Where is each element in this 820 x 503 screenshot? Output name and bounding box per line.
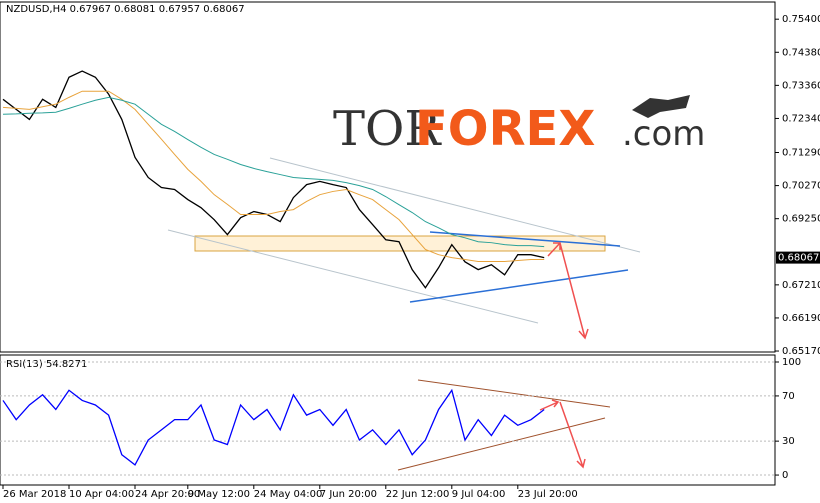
trendline: [429, 231, 621, 247]
y-tick-label: 0.69250: [782, 214, 820, 225]
y-tick-label: 0.65170: [782, 346, 820, 357]
series-line: [2, 388, 545, 466]
x-tick-label: 23 Jul 20:00: [518, 489, 578, 500]
logo-icon: [632, 95, 690, 118]
y-tick-label: 0.70270: [782, 181, 820, 192]
trendline: [417, 379, 611, 408]
rsi-panel: [0, 354, 776, 486]
series-line: [2, 70, 545, 289]
rsi-title: RSI(13) 54.8271: [6, 359, 87, 370]
x-tick-label: 26 Mar 2018: [3, 489, 66, 500]
y-tick-label: 0.72340: [782, 113, 820, 124]
logo-text: TOR: [333, 101, 442, 157]
trendline: [409, 269, 629, 303]
logo-text: .com: [622, 114, 705, 154]
trendline: [397, 417, 606, 471]
logo-text: FOREX: [415, 101, 595, 157]
arrow: [547, 242, 589, 340]
y-tick-label: 0.66190: [782, 313, 820, 324]
trendline: [269, 157, 641, 253]
y-tick-label: 30: [782, 436, 795, 447]
y-tick-label: 0.74380: [782, 47, 820, 58]
y-tick-label: 0.75400: [782, 14, 820, 25]
x-tick-label: 9 May 12:00: [188, 489, 250, 500]
y-tick-label: 100: [782, 357, 801, 368]
x-tick-label: 10 Apr 04:00: [69, 489, 134, 500]
y-tick-label: 70: [782, 391, 795, 402]
series-line: [2, 90, 545, 262]
price-label: 0.68067: [778, 253, 819, 264]
x-tick-label: 9 Jul 04:00: [452, 489, 506, 500]
logo: TOR FOREX .com: [333, 95, 705, 157]
x-tick-label: 24 Apr 20:00: [135, 489, 200, 500]
series-line: [2, 96, 545, 248]
y-tick-label: 0.71290: [782, 148, 820, 159]
chart-title: NZDUSD,H4 0.67967 0.68081 0.67957 0.6806…: [6, 4, 245, 15]
x-tick-label: 22 Jun 12:00: [386, 489, 450, 500]
trendline: [167, 229, 539, 324]
y-tick-label: 0: [782, 470, 788, 481]
x-tick-label: 7 Jun 20:00: [320, 489, 377, 500]
x-tick-label: 24 May 04:00: [254, 489, 323, 500]
price-label-bg: [776, 251, 820, 264]
y-tick-label: 0.67210: [782, 280, 820, 291]
arrow: [539, 399, 586, 469]
y-tick-label: 0.73360: [782, 80, 820, 91]
main-panel: [0, 1, 776, 353]
